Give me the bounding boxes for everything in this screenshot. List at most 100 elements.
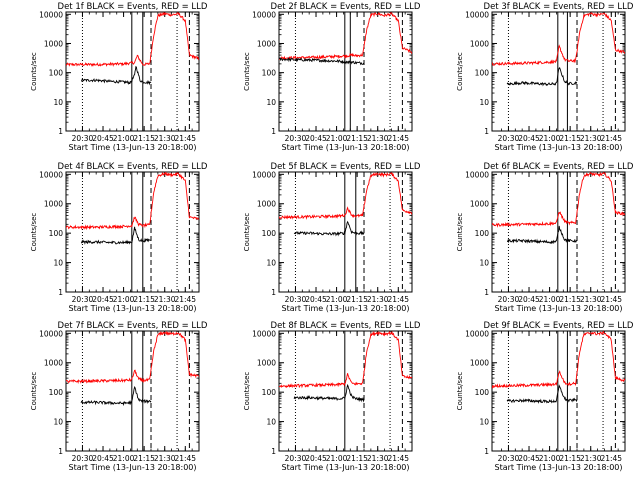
plot-frame [278,330,413,452]
y-tick-label: 1000 [470,200,489,209]
y-tick-label: 10000 [39,329,63,338]
x-axis-label: Start Time (13-Jun-13 20:18:00) [282,304,410,313]
x-tick-label: 21:30 [367,134,389,143]
y-tick-label: 1 [271,447,276,456]
x-tick-label: 20:45 [305,295,327,304]
y-tick-label: 100 [262,388,277,397]
y-tick-label: 10 [53,98,63,107]
series-events-line [506,67,578,87]
panel-det-1f: Det 1f BLACK = Events, RED = LLD 1 10 100 10… [30,2,208,152]
series-events-line [293,383,365,403]
y-tick-label: 100 [262,229,277,238]
y-tick-label: 10 [53,259,63,268]
y-tick-label: 1000 [44,200,63,209]
x-tick-label: 20:30 [285,295,307,304]
y-tick-label: 1 [58,127,63,136]
x-tick-label: 21:15 [133,295,155,304]
y-tick-label: 100 [475,388,490,397]
y-tick-label: 1000 [44,359,63,368]
panel-det-6f: Det 6f BLACK = Events, RED = LLD 1 10 100 10… [456,162,634,313]
y-tick-label: 1 [484,288,489,297]
y-tick-label: 10 [266,259,276,268]
y-tick-label: 100 [49,388,64,397]
x-tick-label: 21:00 [326,295,348,304]
y-axis-label: Counts/sec [456,52,464,91]
y-axis-label: Counts/sec [30,372,38,411]
x-tick-label: 20:45 [92,295,114,304]
x-tick-label: 21:15 [346,134,368,143]
y-axis-label: Counts/sec [243,213,251,252]
y-tick-label: 1000 [44,39,63,48]
x-tick-label: 20:45 [92,134,114,143]
series-lld-line [66,331,199,385]
x-tick-label: 21:00 [113,134,135,143]
y-tick-label: 100 [475,69,490,78]
y-axis-label: Counts/sec [243,52,251,91]
x-tick-label: 21:45 [387,454,409,463]
x-tick-label: 21:30 [367,295,389,304]
x-tick-label: 21:30 [580,454,602,463]
y-tick-label: 10 [266,98,276,107]
x-tick-label: 20:45 [518,134,540,143]
series-events-line [293,220,365,237]
plot-frame [278,171,413,293]
y-axis-label: Counts/sec [30,213,38,252]
panel-det-5f: Det 5f BLACK = Events, RED = LLD 1 10 100 10… [243,162,421,313]
panel-det-3f: Det 3f BLACK = Events, RED = LLD 1 10 100 10… [456,2,634,152]
series-lld-line [66,12,199,67]
x-tick-label: 21:45 [387,134,409,143]
x-tick-label: 21:15 [346,295,368,304]
y-tick-label: 100 [475,229,490,238]
series-lld-line [279,12,412,61]
y-axis-label: Counts/sec [243,372,251,411]
x-tick-label: 21:45 [600,454,622,463]
x-tick-label: 21:00 [539,134,561,143]
x-tick-label: 20:45 [92,454,114,463]
y-tick-label: 100 [49,69,64,78]
y-tick-label: 1000 [257,39,276,48]
x-tick-label: 21:30 [154,454,176,463]
x-tick-label: 21:15 [559,295,581,304]
plot-frame [65,330,200,452]
y-tick-label: 1000 [257,200,276,209]
x-tick-label: 21:45 [600,295,622,304]
x-tick-label: 20:30 [72,134,94,143]
x-tick-label: 21:00 [539,295,561,304]
x-tick-label: 21:00 [113,454,135,463]
x-tick-label: 21:00 [539,454,561,463]
panel-det-8f: Det 8f BLACK = Events, RED = LLD 1 10 100 10… [243,321,421,472]
y-axis-label: Counts/sec [456,213,464,252]
y-tick-label: 1 [271,127,276,136]
x-tick-label: 21:30 [154,295,176,304]
x-tick-label: 21:15 [559,454,581,463]
y-tick-label: 10000 [465,170,489,179]
y-tick-label: 1000 [257,359,276,368]
x-tick-label: 21:45 [387,295,409,304]
x-tick-label: 21:45 [174,295,196,304]
series-events-line [506,384,578,404]
y-tick-label: 10 [53,418,63,427]
series-lld-line [279,331,412,389]
x-tick-label: 20:45 [518,295,540,304]
panel-det-9f: Det 9f BLACK = Events, RED = LLD 1 10 100 10… [456,321,634,472]
series-lld-line [492,331,625,390]
series-lld-line [279,172,412,220]
x-tick-label: 21:00 [113,295,135,304]
x-tick-label: 21:30 [367,454,389,463]
x-tick-label: 20:45 [518,454,540,463]
y-axis-label: Counts/sec [30,52,38,91]
plot-frame [65,171,200,293]
panel-title: Det 3f BLACK = Events, RED = LLD [484,2,634,12]
x-axis-label: Start Time (13-Jun-13 20:18:00) [69,304,197,313]
panel-title: Det 5f BLACK = Events, RED = LLD [271,162,421,172]
x-tick-label: 21:15 [133,454,155,463]
y-tick-label: 10000 [252,10,276,19]
panel-det-4f: Det 4f BLACK = Events, RED = LLD 1 10 100 10… [30,162,208,313]
x-tick-label: 21:45 [174,454,196,463]
panel-det-2f: Det 2f BLACK = Events, RED = LLD 1 10 100 10… [243,2,421,152]
y-tick-label: 1 [271,288,276,297]
x-tick-label: 21:15 [346,454,368,463]
x-tick-label: 20:45 [305,134,327,143]
y-tick-label: 10 [479,98,489,107]
